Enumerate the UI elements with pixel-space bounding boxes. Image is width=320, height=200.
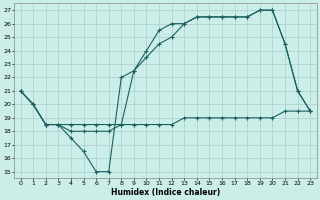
X-axis label: Humidex (Indice chaleur): Humidex (Indice chaleur) bbox=[111, 188, 220, 197]
